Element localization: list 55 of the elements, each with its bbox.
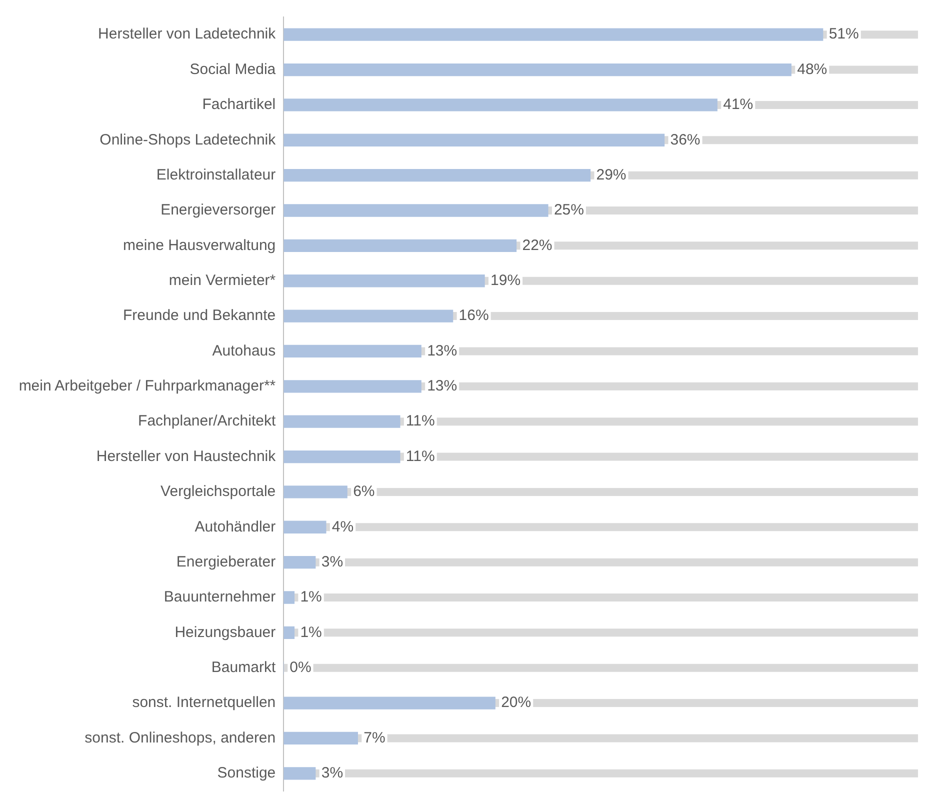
y-tick-label: Hersteller von Haustechnik [96, 448, 276, 465]
y-tick-label: Autohaus [212, 342, 276, 360]
data-label: 51% [828, 26, 859, 43]
data-label: 0% [290, 659, 312, 676]
data-label: 11% [406, 412, 435, 430]
bar [284, 626, 295, 640]
y-tick-label: Bauunternehmer [164, 588, 276, 606]
bar [284, 591, 295, 604]
y-tick-label: Fachartikel [202, 96, 276, 114]
y-tick-label: mein Arbeitgeber / Fuhrparkmanager** [18, 378, 276, 395]
data-label: 1% [300, 588, 322, 606]
bar [284, 344, 422, 358]
data-label: 13% [427, 378, 458, 395]
bar [284, 556, 316, 569]
data-label: 41% [723, 96, 754, 114]
y-tick-label: Heizungsbauer [174, 624, 276, 641]
data-label: 1% [300, 624, 322, 641]
data-label: 16% [458, 307, 489, 324]
y-tick-label: mein Vermieter* [168, 272, 276, 290]
bar [284, 520, 326, 534]
data-label: 7% [364, 729, 386, 746]
y-tick-label: Fachplaner/Architekt [138, 412, 276, 430]
data-label: 22% [522, 236, 552, 254]
data-label: 6% [353, 483, 375, 500]
y-tick-label: meine Hausverwaltung [123, 236, 276, 254]
data-label: 20% [501, 694, 532, 712]
data-label: 25% [554, 202, 584, 219]
data-label: 4% [332, 518, 354, 536]
bar [284, 486, 348, 498]
y-tick-label: Social Media [190, 60, 276, 78]
y-tick-label: sonst. Internetquellen [132, 694, 276, 712]
data-label: 48% [797, 60, 828, 78]
data-label: 13% [427, 342, 458, 360]
y-tick-label: Energieberater [176, 553, 276, 570]
y-tick-label: Sonstige [217, 764, 276, 782]
y-tick-label: Energieversorger [160, 202, 276, 219]
y-tick-label: Hersteller von Ladetechnik [98, 26, 276, 43]
data-label: 19% [490, 272, 521, 290]
y-tick-label: Baumarkt [211, 659, 276, 676]
y-tick-label: Vergleichsportale [160, 483, 276, 500]
data-label: 11% [406, 448, 435, 465]
data-label: 29% [596, 166, 626, 184]
y-tick-label: Online-Shops Ladetechnik [100, 131, 276, 148]
y-tick-label: Autohändler [194, 518, 276, 536]
bar [284, 732, 358, 745]
data-label: 36% [670, 131, 700, 148]
bar [284, 767, 316, 780]
y-tick-label: Freunde und Bekannte [123, 307, 276, 324]
y-tick-label: Elektroinstallateur [156, 166, 276, 184]
data-label: 3% [321, 553, 344, 570]
bar [284, 415, 400, 428]
data-label: 3% [321, 764, 344, 782]
y-tick-label: sonst. Onlineshops, anderen [84, 729, 276, 746]
bar [284, 380, 422, 393]
bar [284, 450, 400, 464]
